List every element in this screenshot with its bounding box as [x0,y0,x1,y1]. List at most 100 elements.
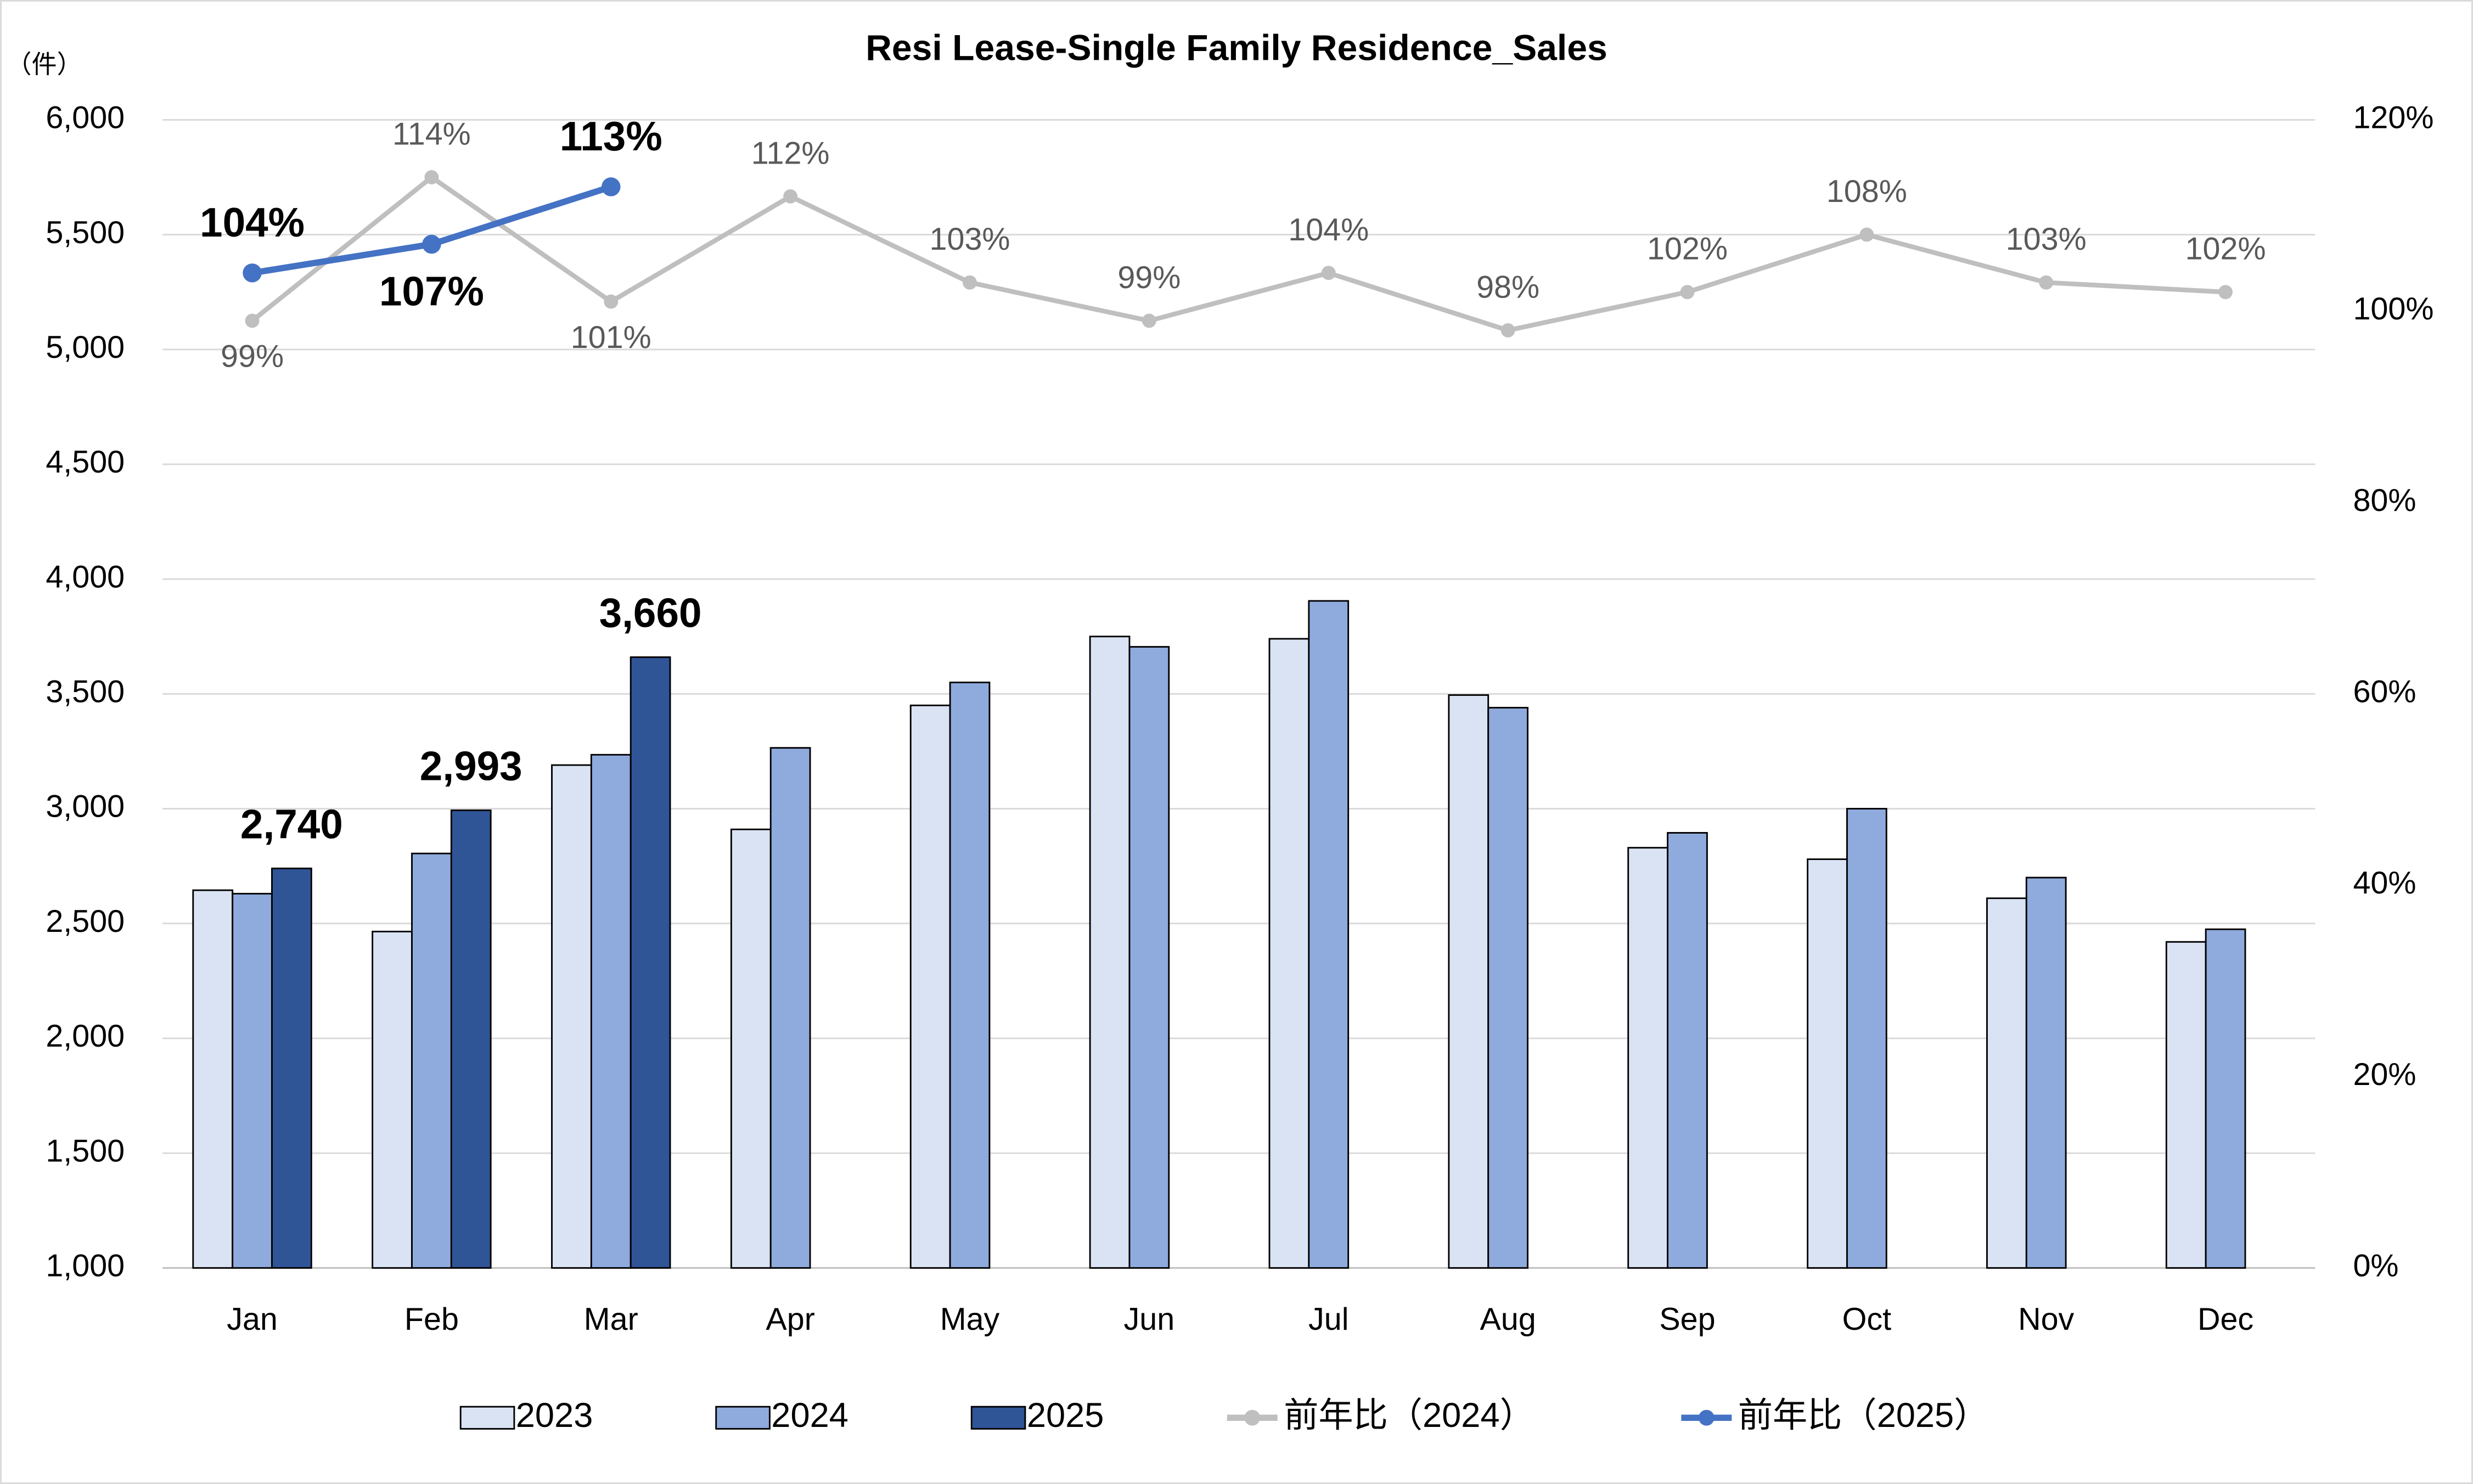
x-tick-label: Apr [766,1302,814,1337]
ratio-label: 114% [392,116,471,151]
x-tick-label: Aug [1480,1302,1536,1337]
bar [2025,876,2067,1269]
legend-label: 前年比（2025） [1738,1396,1989,1435]
ratio-label: 104% [1288,212,1369,248]
ratio-label: 108% [1826,174,1907,209]
y2-tick-label: 20% [2353,1057,2416,1092]
x-tick-label: Jun [1124,1302,1175,1337]
legend-label: 前年比（2024） [1284,1396,1535,1435]
x-tick-label: Feb [404,1302,459,1337]
x-tick-label: Jan [227,1302,278,1337]
bar [1667,832,1708,1269]
ratio-label: 102% [2185,232,2266,267]
bar [2205,928,2246,1269]
ratio-point [2218,285,2233,300]
y2-tick-label: 0% [2353,1249,2398,1284]
ratio-label: 107% [379,268,484,314]
x-tick-label: Oct [1842,1302,1891,1337]
ratio-point [963,275,977,290]
x-tick-label: Nov [2018,1302,2074,1337]
ratio-point [1680,285,1695,300]
ratio-label: 101% [571,320,651,355]
bar [1487,707,1528,1269]
legend-point [1698,1409,1715,1426]
ratio-label: 103% [2006,222,2087,257]
bar [1627,847,1668,1269]
ratio-label: 98% [1476,269,1539,305]
x-tick-label: Jul [1308,1302,1348,1337]
bar [232,892,273,1269]
bar [2165,941,2207,1269]
bar [1807,858,1848,1269]
y-tick-label: 5,000 [46,330,125,365]
ratio-label: 103% [930,222,1010,257]
bar [590,754,632,1269]
ratio-label: 99% [1117,260,1181,295]
bar [630,656,671,1269]
ratio-point [604,294,619,309]
y-tick-label: 5,500 [46,215,125,250]
bar [1268,638,1310,1269]
ratio-point [1859,227,1874,242]
bar [1128,646,1170,1269]
bar [1846,808,1887,1269]
legend-swatch [715,1406,771,1430]
legend-label: 2024 [771,1396,848,1435]
ratio-point [1142,313,1156,328]
bar [1986,897,2027,1269]
bar-value-label: 2,740 [240,801,343,847]
ratio-point [1321,266,1336,280]
bar [1089,636,1131,1269]
chart-title: Resi Lease-Single Family Residence_Sales [865,27,1608,68]
y-tick-label: 4,000 [46,559,125,594]
bar [271,867,312,1269]
bar [372,930,413,1269]
y2-tick-label: 60% [2353,674,2416,710]
y-axis-unit: （件） [7,50,82,78]
legend-label: 2025 [1027,1396,1104,1435]
x-tick-label: Dec [2197,1302,2253,1337]
ratio-label: 102% [1647,232,1728,267]
legend-label: 2023 [516,1396,593,1435]
ratio-point [602,177,621,196]
ratio-label: 113% [560,113,662,159]
bar [730,828,772,1269]
legend-point [1244,1409,1261,1426]
ratio-point [424,170,439,184]
ratio-point [243,263,262,283]
y-tick-label: 1,500 [46,1133,125,1168]
bar-value-label: 3,660 [599,589,702,636]
y-tick-label: 3,000 [46,789,125,824]
ratio-point [245,313,260,328]
bar-value-label: 2,993 [420,743,522,789]
y-tick-label: 1,000 [46,1249,125,1284]
y-tick-label: 6,000 [46,100,125,136]
y2-tick-label: 80% [2353,483,2416,518]
y-tick-label: 4,500 [46,445,125,480]
ratio-point [2039,275,2054,290]
ratio-point [1500,323,1515,338]
x-tick-label: Mar [584,1302,638,1337]
bar [551,764,592,1269]
bar [949,682,991,1269]
ratio-label: 104% [200,199,305,245]
ratio-label: 99% [221,339,284,374]
x-tick-label: Sep [1659,1302,1715,1337]
bar [769,747,811,1269]
ratio-point [783,189,798,204]
y2-tick-label: 100% [2353,291,2433,327]
y-tick-label: 3,500 [46,674,125,710]
x-tick-label: May [940,1302,1000,1337]
bar [450,810,492,1269]
bar [1448,694,1490,1269]
y2-tick-label: 120% [2353,100,2433,136]
y-tick-label: 2,000 [46,1019,125,1054]
bar [1308,600,1350,1269]
y-tick-label: 2,500 [46,904,125,939]
ratio-label: 112% [751,136,830,171]
legend-swatch [459,1406,515,1430]
legend-swatch [970,1406,1026,1430]
bar [909,704,951,1269]
y2-tick-label: 40% [2353,865,2416,901]
